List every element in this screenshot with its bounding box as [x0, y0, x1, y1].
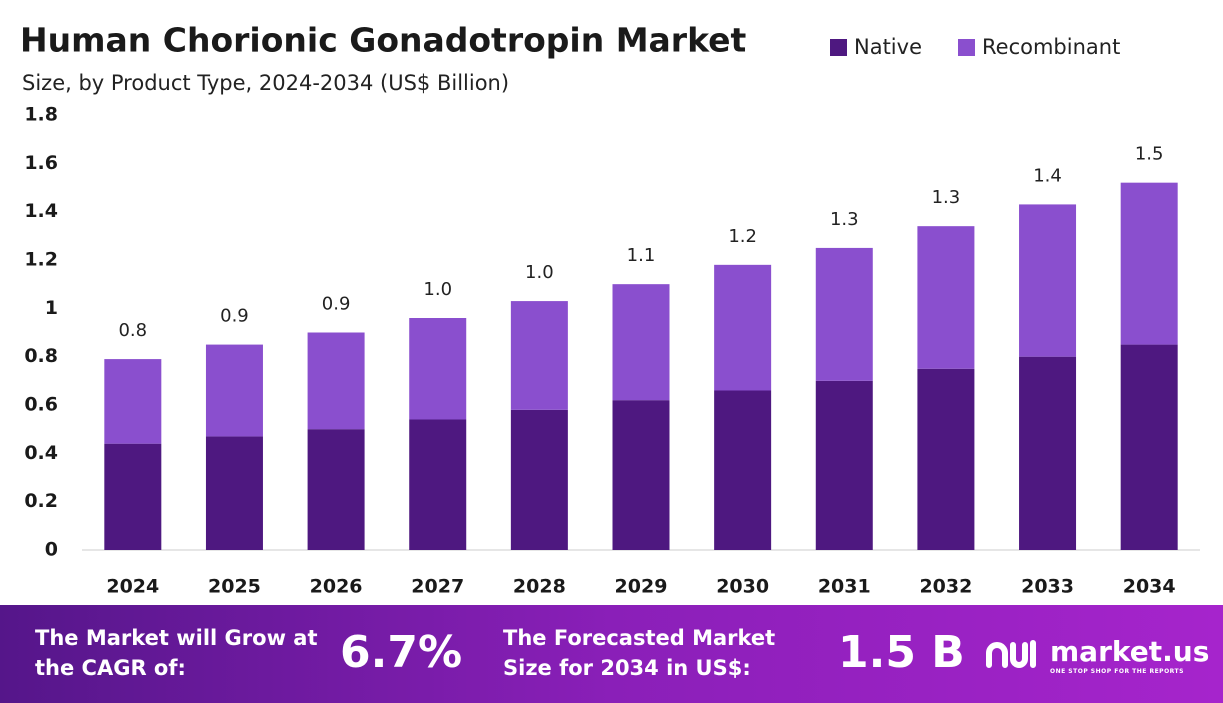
y-tick-label: 1.4 [24, 200, 58, 222]
total-label: 1.0 [423, 279, 452, 300]
x-tick-label: 2025 [208, 576, 261, 598]
brand-logo [986, 640, 1036, 668]
y-tick-label: 1.2 [24, 249, 58, 271]
total-label: 1.3 [932, 187, 961, 208]
bar-segment [815, 380, 873, 550]
total-label: 0.9 [322, 294, 351, 315]
x-tick-label: 2032 [919, 576, 972, 598]
brand: market.us [1050, 635, 1210, 668]
total-label: 1.1 [627, 245, 656, 266]
legend-swatch [830, 39, 847, 56]
y-tick-label: 0.8 [24, 345, 58, 367]
y-tick-label: 1.6 [24, 152, 58, 174]
bar-segment [307, 332, 365, 430]
bar-segment [205, 344, 263, 437]
total-label: 1.3 [830, 209, 859, 230]
total-label: 0.9 [220, 306, 249, 327]
bar-segment [1019, 204, 1077, 357]
cagr-text: The Market will Grow at the CAGR of: [35, 626, 318, 680]
bar-segment [815, 247, 873, 381]
total-label: 1.5 [1135, 144, 1164, 165]
total-label: 0.8 [118, 320, 147, 341]
forecast-value: 1.5 B [838, 627, 965, 678]
bar-segment [1120, 344, 1178, 550]
cagr-value: 6.7% [340, 627, 463, 678]
x-tick-label: 2029 [615, 576, 668, 598]
x-tick-label: 2034 [1123, 576, 1176, 598]
chart: Human Chorionic Gonadotropin Market Size… [20, 21, 1200, 598]
y-tick-label: 0.6 [24, 394, 58, 416]
bar-segment [1019, 356, 1077, 550]
y-tick-label: 1.8 [24, 104, 58, 126]
y-tick-label: 0.2 [24, 490, 58, 512]
bar-segment [307, 429, 365, 550]
bar-segment [510, 301, 568, 410]
chart-title: Human Chorionic Gonadotropin Market [20, 21, 747, 60]
x-tick-label: 2031 [818, 576, 871, 598]
bar-segment [409, 419, 467, 550]
y-tick-label: 0.4 [24, 442, 58, 464]
x-tick-label: 2033 [1021, 576, 1074, 598]
bar-segment [714, 264, 772, 391]
bar-segment [1120, 182, 1178, 345]
bar-segment [104, 443, 162, 550]
forecast-text: The Forecasted Market Size for 2034 in U… [503, 626, 776, 680]
bar-segment [917, 368, 975, 550]
x-tick-label: 2027 [411, 576, 464, 598]
x-tick-label: 2030 [716, 576, 769, 598]
chart-subtitle: Size, by Product Type, 2024-2034 (US$ Bi… [22, 71, 509, 95]
bar-segment [409, 318, 467, 420]
legend-swatch [958, 39, 975, 56]
x-tick-label: 2028 [513, 576, 566, 598]
y-tick-label: 0 [45, 539, 58, 561]
footer: The Market will Grow at the CAGR of: 6.7… [0, 605, 1223, 703]
bar-segment [612, 400, 670, 550]
bar-segment [510, 409, 568, 550]
x-tick-label: 2026 [310, 576, 363, 598]
total-label: 1.0 [525, 262, 554, 283]
total-label: 1.4 [1033, 165, 1062, 186]
tagline: ONE STOP SHOP FOR THE REPORTS [1050, 668, 1184, 675]
legend-label: Recombinant [982, 35, 1120, 59]
bar-segment [917, 226, 975, 369]
legend-label: Native [854, 35, 922, 59]
total-label: 1.2 [728, 226, 757, 247]
bar-segment [104, 359, 162, 444]
bar-segment [205, 436, 263, 550]
bar-segment [714, 390, 772, 550]
y-tick-label: 1 [45, 297, 58, 319]
bar-segment [612, 284, 670, 401]
x-tick-label: 2024 [106, 576, 159, 598]
